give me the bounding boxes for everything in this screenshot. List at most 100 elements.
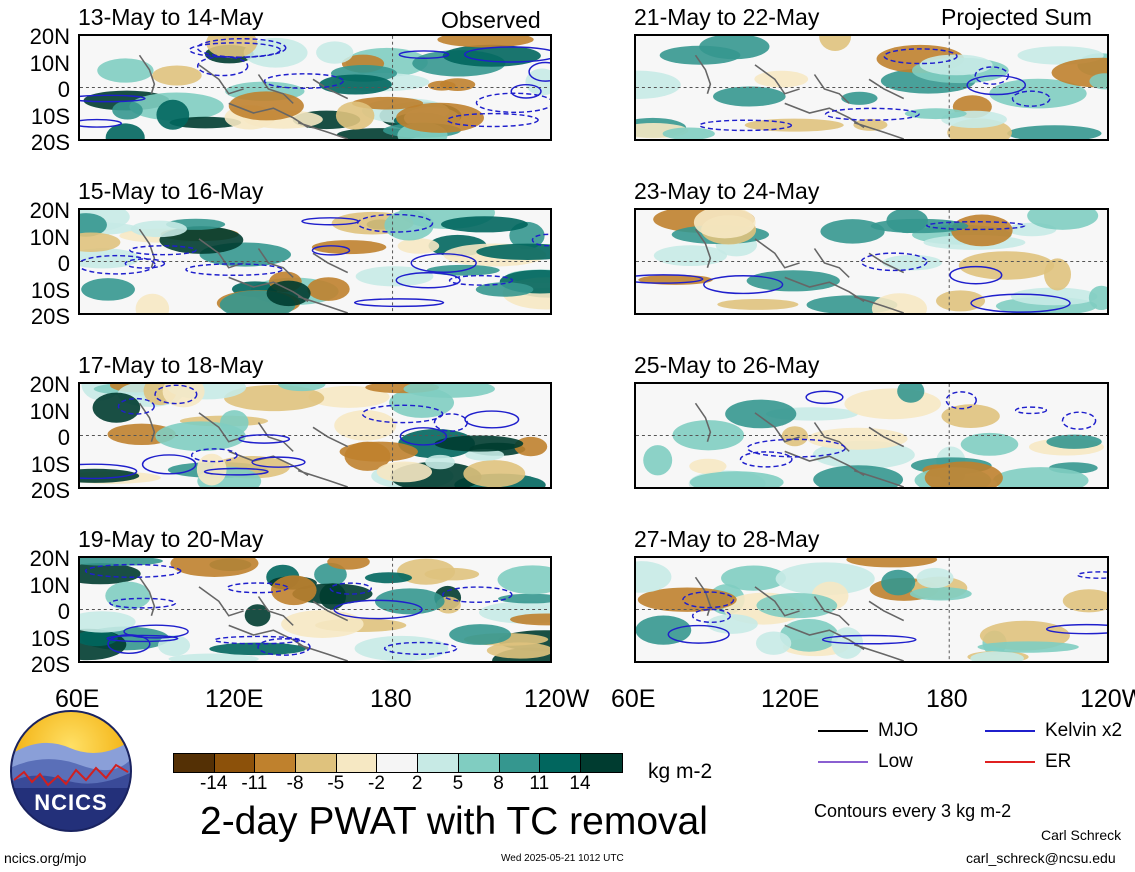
lat-label: 10N <box>29 51 70 76</box>
lat-label: 10N <box>29 573 70 598</box>
kelvin-contour-negative <box>196 55 249 77</box>
lat-label: 10N <box>29 399 70 424</box>
footer-email[interactable]: carl_schreck@ncsu.edu <box>966 850 1116 866</box>
kelvin-contour-negative <box>361 404 444 424</box>
kelvin-contour-positive <box>464 410 520 429</box>
moist-anomaly-region <box>713 86 786 107</box>
moist-anomaly-region <box>870 218 969 234</box>
moist-anomaly-region <box>659 45 741 65</box>
ncics-logo[interactable]: NCICS <box>10 710 132 832</box>
colorbar-tick-label: -8 <box>286 773 304 794</box>
kelvin-contour-positive <box>353 298 445 308</box>
moist-anomaly-region <box>425 454 455 470</box>
colorbar-tick-label: 14 <box>569 773 591 794</box>
kelvin-contour-positive <box>528 61 550 82</box>
pwat-map <box>634 382 1109 489</box>
lat-label: 10S <box>30 626 70 651</box>
moist-anomaly-region <box>689 471 784 487</box>
legend-line-low <box>818 761 868 763</box>
lon-label-120w: 120W <box>524 685 590 713</box>
kelvin-contour-positive <box>203 467 269 476</box>
moist-anomaly-region <box>434 435 524 452</box>
colorbar <box>173 753 623 773</box>
dry-anomaly-region <box>135 293 170 313</box>
kelvin-contour-negative <box>124 258 166 269</box>
kelvin-contour-positive <box>410 253 477 274</box>
pwat-map <box>634 208 1109 315</box>
moist-anomaly-region <box>909 587 972 601</box>
dry-anomaly-region <box>1044 258 1072 291</box>
dry-anomaly-region <box>311 240 387 255</box>
moist-anomaly-region <box>1088 285 1107 311</box>
coastline <box>138 228 349 313</box>
moist-anomaly-region <box>992 467 1089 487</box>
moist-anomaly-region <box>960 432 1019 456</box>
dry-anomaly-region <box>853 118 888 131</box>
legend-label-kelvin: Kelvin x2 <box>1045 720 1123 741</box>
moist-anomaly-region <box>81 278 135 301</box>
kelvin-contour-negative <box>883 48 958 65</box>
moist-anomaly-region <box>80 213 107 237</box>
moist-anomaly-region <box>97 58 154 83</box>
moist-anomaly-region <box>662 127 715 139</box>
legend-line-kelvin <box>985 730 1035 732</box>
moist-anomaly-region <box>775 562 875 596</box>
dry-anomaly-region <box>308 385 390 408</box>
moist-anomaly-region <box>92 392 141 423</box>
panel-title: 27-May to 28-May <box>634 526 820 552</box>
lat-label: 20S <box>30 130 70 155</box>
lon-label-60e-right: 60E <box>611 685 656 713</box>
kelvin-contour-negative <box>190 448 238 463</box>
kelvin-contour-positive <box>395 272 461 289</box>
kelvin-contour-negative <box>129 245 197 256</box>
colorbar-tick-label: 5 <box>452 773 464 794</box>
kelvin-contour-negative <box>691 608 732 624</box>
dry-anomaly-region <box>924 461 1003 487</box>
kelvin-contour-positive <box>821 634 917 645</box>
moist-anomaly-region <box>156 99 190 130</box>
pwat-map <box>78 208 552 315</box>
legend-line-er <box>985 761 1035 763</box>
moist-anomaly-region <box>442 44 541 67</box>
lat-label: 0 <box>57 599 70 624</box>
dry-anomaly-region <box>871 293 928 313</box>
lon-label-180-right: 180 <box>926 685 968 713</box>
moist-anomaly-region <box>105 123 145 139</box>
dry-anomaly-region <box>693 210 756 239</box>
coastline <box>694 54 905 139</box>
lat-label: 10N <box>29 225 70 250</box>
legend-label-er: ER <box>1045 751 1072 772</box>
moist-anomaly-region <box>80 558 163 566</box>
lat-label: 10S <box>30 278 70 303</box>
kelvin-contour-positive <box>667 624 730 644</box>
moist-anomaly-region <box>243 37 308 68</box>
kelvin-contour-negative <box>263 73 345 89</box>
moist-anomaly-region <box>916 567 954 589</box>
kelvin-contour-positive <box>510 83 542 99</box>
colorbar-swatch <box>377 754 419 772</box>
kelvin-contour-negative <box>945 391 977 410</box>
footer-timestamp: Wed 2025-05-21 1012 UTC <box>501 853 624 864</box>
kelvin-contour-negative <box>974 66 1010 85</box>
lon-label-120e: 120E <box>205 685 264 713</box>
dry-anomaly-region <box>638 274 713 285</box>
kelvin-contour-positive <box>703 275 784 295</box>
colorbar-swatch <box>580 754 622 772</box>
colorbar-swatch <box>214 754 256 772</box>
dry-anomaly-region <box>270 575 317 606</box>
dry-anomaly-region <box>327 558 370 570</box>
kelvin-contour-positive <box>949 265 1003 285</box>
moist-anomaly-region <box>977 641 1079 653</box>
moist-anomaly-region <box>498 593 550 604</box>
moist-anomaly-region <box>130 220 187 238</box>
moist-anomaly-region <box>970 651 1024 661</box>
lat-label: 20N <box>29 198 70 223</box>
dry-anomaly-region <box>689 458 727 474</box>
kelvin-contour-positive <box>141 454 197 475</box>
dry-anomaly-region <box>206 36 258 59</box>
footer-url[interactable]: ncics.org/mjo <box>4 850 87 866</box>
dry-anomaly-region <box>334 410 397 441</box>
colorbar-swatch <box>418 754 459 772</box>
coastline <box>694 228 905 313</box>
moist-anomaly-region <box>897 384 925 403</box>
